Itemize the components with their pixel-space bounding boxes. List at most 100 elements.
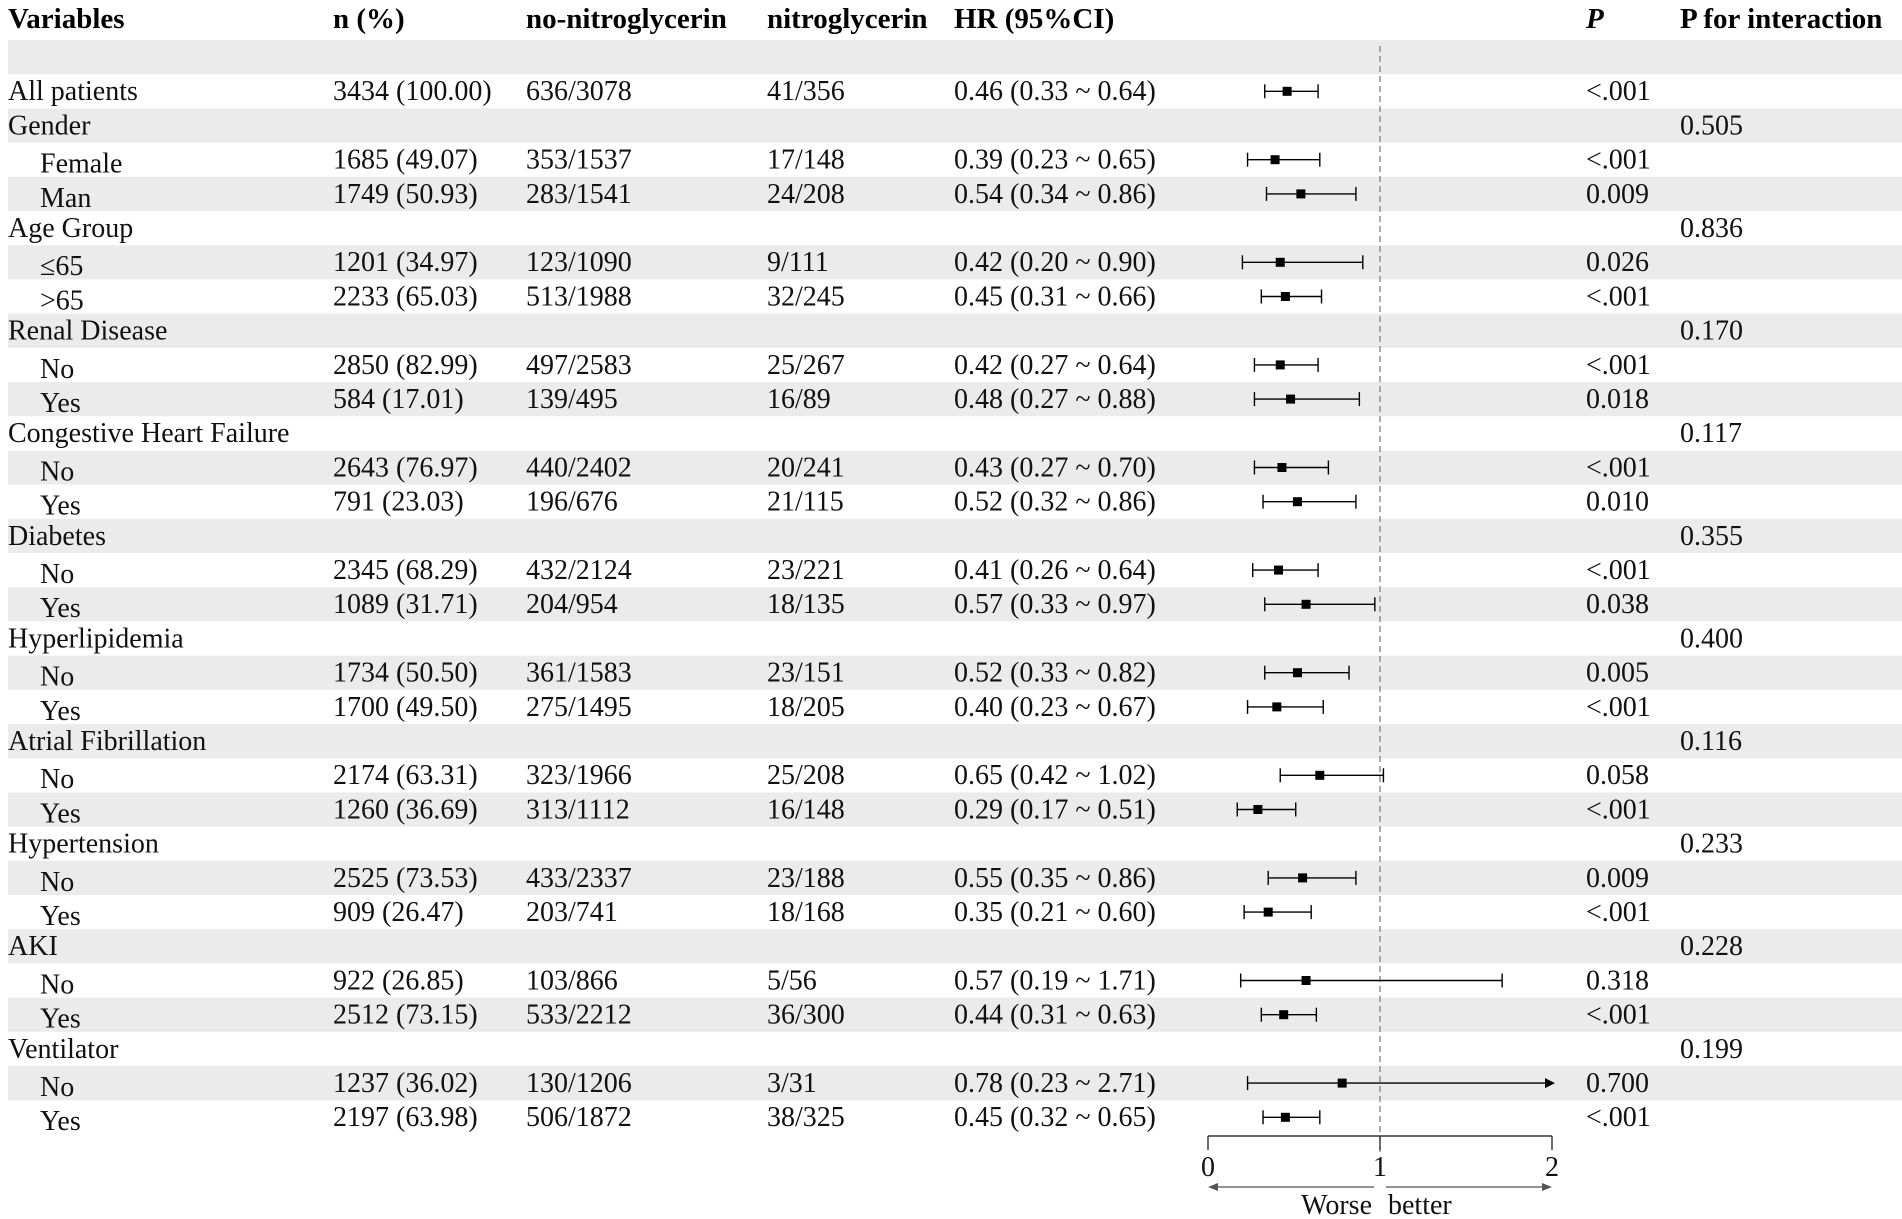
ci-mark (1246, 699, 1324, 714)
row-stripe (8, 997, 1902, 1032)
row-label: Yes (40, 388, 81, 419)
row-hr-ci: 0.42 (0.27 ~ 0.64) (954, 350, 1156, 381)
hr-point (1275, 360, 1285, 370)
row-p-interaction: 0.400 (1680, 623, 1743, 654)
row-p-value: 0.318 (1586, 965, 1649, 996)
row-hr-ci: 0.41 (0.26 ~ 0.64) (954, 555, 1156, 586)
row-nitroglycerin: 38/325 (767, 1102, 845, 1133)
table-row: Yes 1089 (31.71) 204/954 18/135 0.57 (0.33 ~… (40, 589, 1649, 624)
row-label: Man (40, 183, 91, 214)
row-label: No (40, 456, 74, 487)
row-n-percent: 922 (26.85) (333, 965, 464, 996)
row-hr-ci: 0.55 (0.35 ~ 0.86) (954, 863, 1156, 894)
hr-point (1315, 770, 1325, 780)
row-hr-ci: 0.52 (0.33 ~ 0.82) (954, 658, 1156, 689)
row-p-value: 0.058 (1586, 760, 1649, 791)
row-n-percent: 2525 (73.53) (333, 863, 478, 894)
row-p-interaction: 0.170 (1680, 316, 1743, 347)
ci-mark (1264, 665, 1350, 680)
better-label: better (1388, 1190, 1452, 1219)
row-nitroglycerin: 41/356 (767, 76, 845, 107)
row-no-nitroglycerin: 433/2337 (526, 863, 632, 894)
row-hr-ci: 0.65 (0.42 ~ 1.02) (954, 760, 1156, 791)
row-label: No (40, 354, 74, 385)
row-n-percent: 2197 (63.98) (333, 1102, 478, 1133)
hr-point (1280, 292, 1290, 301)
row-no-nitroglycerin: 506/1872 (526, 1102, 632, 1133)
row-nitroglycerin: 32/245 (767, 281, 845, 312)
row-n-percent: 2233 (65.03) (333, 281, 478, 312)
row-n-percent: 2345 (68.29) (333, 555, 478, 586)
hr-point (1337, 1078, 1347, 1088)
row-p-interaction: 0.355 (1680, 521, 1743, 552)
table-row: Yes 791 (23.03) 196/676 21/115 0.52 (0.32 ~ … (40, 487, 1649, 522)
table-header: Variables n (%) no-nitroglycerin nitrogl… (8, 3, 1882, 35)
row-n-percent: 1685 (49.07) (333, 145, 478, 176)
ci-mark (1246, 152, 1321, 167)
row-label: Diabetes (8, 521, 106, 552)
table-row: No 922 (26.85) 103/866 5/56 0.57 (0.19 ~ 1.7… (40, 965, 1649, 1000)
row-nitroglycerin: 3/31 (767, 1068, 817, 1099)
row-label: No (40, 662, 74, 693)
col-header-no-nitroglycerin: no-nitroglycerin (526, 3, 727, 35)
hr-point (1270, 155, 1280, 165)
row-nitroglycerin: 18/135 (767, 589, 845, 620)
row-hr-ci: 0.78 (0.23 ~ 2.71) (954, 1068, 1156, 1099)
row-no-nitroglycerin: 513/1988 (526, 281, 632, 312)
ci-mark (1253, 460, 1330, 475)
row-nitroglycerin: 20/241 (767, 452, 845, 483)
ci-mark (1262, 1110, 1321, 1125)
row-no-nitroglycerin: 533/2212 (526, 1000, 632, 1031)
row-n-percent: 2512 (73.15) (333, 1000, 478, 1031)
row-label: Gender (8, 110, 91, 141)
row-label: Hyperlipidemia (8, 623, 184, 654)
row-stripes (8, 40, 1902, 1101)
row-n-percent: 3434 (100.00) (333, 76, 492, 107)
row-stripe (8, 929, 1902, 964)
row-label: Yes (40, 798, 81, 829)
row-hr-ci: 0.45 (0.31 ~ 0.66) (954, 281, 1156, 312)
row-no-nitroglycerin: 130/1206 (526, 1068, 632, 1099)
row-label: AKI (8, 931, 58, 962)
ci-mark (1264, 84, 1319, 99)
row-hr-ci: 0.40 (0.23 ~ 0.67) (954, 692, 1156, 723)
row-no-nitroglycerin: 123/1090 (526, 247, 632, 278)
row-hr-ci: 0.46 (0.33 ~ 0.64) (954, 76, 1156, 107)
row-p-value: <.001 (1586, 281, 1651, 312)
row-p-interaction: 0.505 (1680, 110, 1743, 141)
hr-point (1292, 497, 1302, 507)
row-stripe (8, 108, 1902, 143)
ci-mark (1264, 597, 1376, 612)
row-n-percent: 1237 (36.02) (333, 1068, 478, 1099)
col-header-nitroglycerin: nitroglycerin (767, 3, 928, 35)
col-header-variables: Variables (8, 3, 125, 35)
ci-mark (1260, 1007, 1318, 1022)
row-p-interaction: 0.233 (1680, 829, 1743, 860)
row-nitroglycerin: 23/221 (767, 555, 845, 586)
row-nitroglycerin: 21/115 (767, 487, 844, 518)
row-label: Yes (40, 696, 81, 727)
plot-area (1236, 46, 1555, 1155)
table-row: Yes 2512 (73.15) 533/2212 36/300 0.44 (0.31 … (40, 1000, 1651, 1035)
row-hr-ci: 0.45 (0.32 ~ 0.65) (954, 1102, 1156, 1133)
row-label: Ventilator (8, 1034, 119, 1065)
table-row: Gender 0.505 (8, 110, 1743, 141)
hr-point (1263, 907, 1273, 917)
row-stripe (8, 518, 1902, 553)
table-row: No 2525 (73.53) 433/2337 23/188 0.55 (0.35 ~… (40, 863, 1649, 898)
row-p-value: <.001 (1586, 692, 1651, 723)
row-no-nitroglycerin: 497/2583 (526, 350, 632, 381)
table-row: ≤65 1201 (34.97) 123/1090 9/111 0.42 (0.20 ~… (40, 247, 1649, 282)
row-n-percent: 1700 (49.50) (333, 692, 478, 723)
row-no-nitroglycerin: 636/3078 (526, 76, 632, 107)
row-nitroglycerin: 23/188 (767, 863, 845, 894)
row-label: No (40, 1072, 74, 1103)
row-hr-ci: 0.54 (0.34 ~ 0.86) (954, 179, 1156, 210)
ci-mark (1267, 870, 1357, 885)
row-no-nitroglycerin: 432/2124 (526, 555, 632, 586)
hr-point (1298, 873, 1308, 883)
row-p-value: 0.700 (1586, 1068, 1649, 1099)
row-stripe (8, 724, 1902, 759)
row-n-percent: 2850 (82.99) (333, 350, 478, 381)
